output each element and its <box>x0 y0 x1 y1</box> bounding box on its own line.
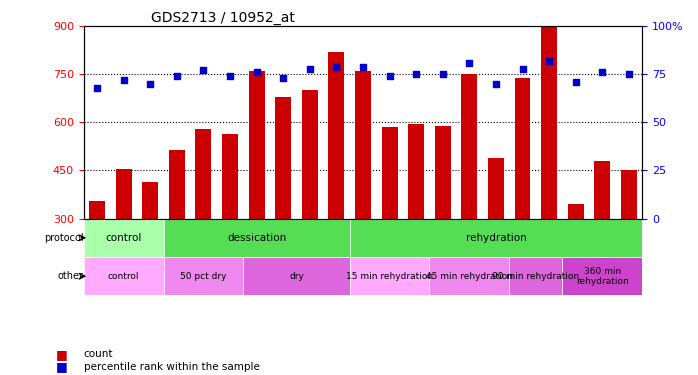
Bar <box>116 169 132 219</box>
Text: other: other <box>58 271 84 281</box>
Bar <box>248 71 265 219</box>
Bar <box>244 257 350 296</box>
Point <box>91 85 103 91</box>
Bar <box>195 129 211 219</box>
Text: ■: ■ <box>56 360 68 373</box>
Bar <box>328 52 344 219</box>
Text: count: count <box>84 350 113 359</box>
Text: GDS2713 / 10952_at: GDS2713 / 10952_at <box>151 11 295 25</box>
Text: 15 min rehydration: 15 min rehydration <box>346 272 433 281</box>
Point <box>357 64 369 70</box>
Bar <box>488 158 504 219</box>
Point <box>171 73 182 79</box>
Point <box>544 58 555 64</box>
Bar <box>163 257 244 296</box>
Bar <box>510 257 563 296</box>
Point <box>517 66 528 72</box>
Bar <box>163 219 350 257</box>
Text: 50 pct dry: 50 pct dry <box>180 272 227 281</box>
Text: 45 min rehydration: 45 min rehydration <box>426 272 513 281</box>
Bar <box>514 78 530 219</box>
Text: 90 min rehydration: 90 min rehydration <box>492 272 579 281</box>
Text: ■: ■ <box>56 348 68 361</box>
Point <box>304 66 315 72</box>
Text: 360 min
rehydration: 360 min rehydration <box>576 267 629 286</box>
Point <box>118 77 129 83</box>
Bar <box>350 219 642 257</box>
Bar <box>382 127 398 219</box>
Bar <box>222 134 238 219</box>
Bar <box>563 257 642 296</box>
Text: control: control <box>105 233 142 243</box>
Point <box>144 81 156 87</box>
Point <box>331 64 342 70</box>
Text: dessication: dessication <box>227 233 286 243</box>
Text: percentile rank within the sample: percentile rank within the sample <box>84 362 260 372</box>
Text: dry: dry <box>289 272 304 281</box>
Point <box>490 81 501 87</box>
Point <box>623 71 634 77</box>
Bar <box>461 74 477 219</box>
Bar <box>541 26 557 219</box>
Text: rehydration: rehydration <box>466 233 526 243</box>
Bar <box>429 257 510 296</box>
Point <box>384 73 395 79</box>
Bar <box>408 124 424 219</box>
Bar <box>169 150 185 219</box>
Point <box>225 73 236 79</box>
Bar <box>350 257 429 296</box>
Point <box>570 79 581 85</box>
Bar <box>84 219 163 257</box>
Point <box>410 71 422 77</box>
Point <box>597 69 608 75</box>
Point <box>198 68 209 74</box>
Bar <box>302 90 318 219</box>
Bar <box>567 204 584 219</box>
Bar <box>275 97 291 219</box>
Point <box>437 71 448 77</box>
Point <box>463 60 475 66</box>
Bar <box>355 71 371 219</box>
Bar <box>621 171 637 219</box>
Point <box>251 69 262 75</box>
Text: protocol: protocol <box>44 233 84 243</box>
Bar <box>84 257 163 296</box>
Text: control: control <box>108 272 140 281</box>
Bar <box>142 182 158 219</box>
Bar <box>89 201 105 219</box>
Bar <box>435 126 451 219</box>
Point <box>278 75 289 81</box>
Bar <box>594 161 610 219</box>
